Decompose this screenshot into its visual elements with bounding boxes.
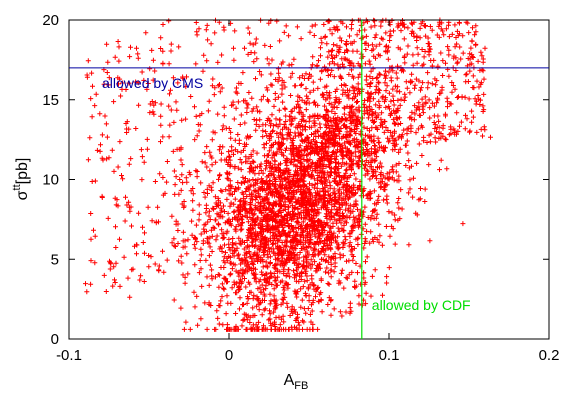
- cdf-limit-label: allowed by CDF: [372, 297, 471, 313]
- y-tick-label: 15: [42, 92, 59, 109]
- y-axis: 0 5 10 15 20: [42, 12, 549, 348]
- x-tick-label: 0.1: [379, 347, 400, 364]
- x-axis-label: AFB: [284, 372, 309, 392]
- y-tick-label: 0: [51, 331, 59, 348]
- x-tick-label: 0: [225, 347, 233, 364]
- y-tick-label: 10: [42, 172, 59, 189]
- reference-lines: allowed by CMS allowed by CDF: [69, 20, 549, 339]
- cms-limit-label: allowed by CMS: [102, 75, 203, 91]
- scatter-points: [83, 17, 493, 332]
- x-tick-label: 0.2: [539, 347, 560, 364]
- x-tick-label: -0.1: [56, 347, 82, 364]
- scatter-markers: [83, 17, 493, 332]
- y-tick-label: 5: [51, 251, 59, 268]
- y-tick-label: 20: [42, 12, 59, 29]
- x-axis: -0.1 0 0.1 0.2: [56, 20, 559, 364]
- y-axis-label: σtt[pb]: [11, 158, 31, 201]
